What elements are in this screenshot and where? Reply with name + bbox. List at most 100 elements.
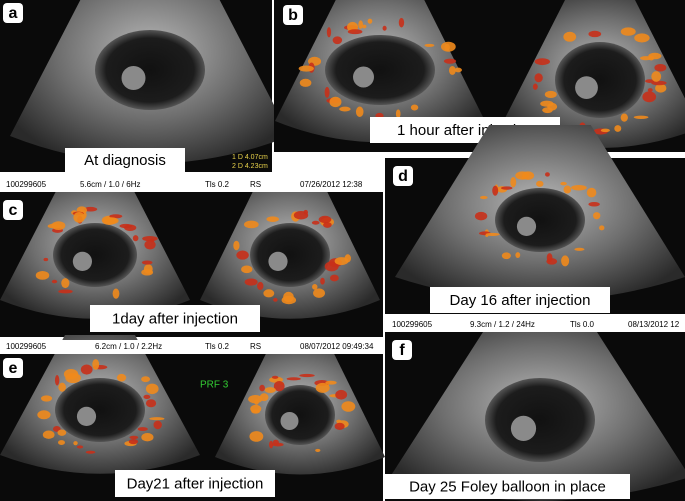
embryo xyxy=(121,66,146,90)
doppler-signal xyxy=(648,52,662,60)
doppler-signal xyxy=(52,425,61,432)
doppler-signal xyxy=(588,30,602,38)
doppler-signal xyxy=(547,102,558,111)
doppler-signal xyxy=(367,18,373,24)
doppler-signal xyxy=(141,260,153,265)
doppler-signal xyxy=(286,377,301,381)
doppler-signal xyxy=(264,387,276,393)
doppler-signal xyxy=(153,420,162,430)
doppler-signal xyxy=(254,398,259,405)
doppler-signal xyxy=(236,250,249,260)
doppler-signal xyxy=(266,216,279,222)
doppler-signal xyxy=(145,399,157,408)
doppler-signal xyxy=(324,86,330,98)
doppler-signal xyxy=(443,58,457,64)
doppler-signal xyxy=(273,381,285,392)
panel-letter: a xyxy=(9,5,18,22)
doppler-signal xyxy=(355,106,364,118)
doppler-signal xyxy=(312,284,318,290)
doppler-signal xyxy=(325,380,337,385)
doppler-signal xyxy=(532,83,538,90)
header-text: 100299605 xyxy=(6,180,47,189)
panel-letter-box xyxy=(283,5,303,25)
header-text: 100299605 xyxy=(392,320,433,329)
doppler-signal xyxy=(268,440,274,449)
doppler-signal xyxy=(85,450,96,454)
doppler-signal xyxy=(395,109,401,119)
doppler-signal xyxy=(655,83,667,93)
doppler-signal xyxy=(339,106,351,112)
overlay-text: 2 D 4.23cm xyxy=(232,163,268,170)
doppler-signal xyxy=(534,58,550,66)
doppler-signal xyxy=(501,252,511,260)
doppler-signal xyxy=(73,441,78,446)
header-text: 5.6cm / 1.0 / 6Hz xyxy=(80,180,140,189)
doppler-signal xyxy=(586,187,597,198)
panel-letter-box xyxy=(392,340,412,360)
doppler-signal xyxy=(500,186,513,190)
doppler-signal xyxy=(145,383,159,395)
doppler-signal xyxy=(574,247,585,251)
doppler-signal xyxy=(249,431,264,442)
header-text: 08/13/2012 12 xyxy=(628,320,680,329)
doppler-signal xyxy=(515,252,521,259)
doppler-signal xyxy=(293,211,309,220)
header-bar xyxy=(0,178,383,192)
doppler-signal xyxy=(334,422,345,431)
doppler-signal xyxy=(73,211,85,223)
doppler-signal xyxy=(250,404,262,413)
doppler-signal xyxy=(335,389,348,400)
doppler-signal xyxy=(311,220,320,225)
caption-box xyxy=(65,148,185,172)
overlay-text: 1 D 4.07cm xyxy=(232,154,268,161)
doppler-signal xyxy=(492,185,499,196)
doppler-signal xyxy=(51,279,58,284)
doppler-signal xyxy=(320,277,325,285)
doppler-signal xyxy=(600,128,610,133)
doppler-signal xyxy=(614,125,622,132)
panel: 100299605 5.6cm / 1.0 / 6Hz Tls 0.2 RS 07/26… xyxy=(0,178,383,337)
doppler-signal xyxy=(454,67,462,73)
doppler-signal xyxy=(58,289,73,294)
doppler-signal xyxy=(109,214,123,219)
doppler-signal xyxy=(119,223,133,229)
caption: 1day after injection xyxy=(112,310,238,327)
doppler-signal xyxy=(92,359,100,370)
gestational-sac xyxy=(55,378,145,442)
doppler-signal xyxy=(263,289,275,298)
doppler-signal xyxy=(315,382,330,393)
doppler-signal xyxy=(51,221,66,231)
doppler-signal xyxy=(561,255,570,267)
header-text: Tls 0.2 xyxy=(205,180,230,189)
panel-letter: d xyxy=(398,168,408,185)
embryo xyxy=(510,415,537,441)
panel-letter-box xyxy=(3,200,23,220)
doppler-signal xyxy=(424,43,435,47)
panel-letter-box xyxy=(393,166,413,186)
doppler-signal xyxy=(58,382,66,392)
gestational-sac xyxy=(250,223,330,287)
doppler-signal xyxy=(347,29,363,35)
header-text: RS xyxy=(250,180,261,189)
doppler-signal xyxy=(588,201,600,207)
panel: 1 D 4.07cm 2 D 4.23cm a At diagnosis xyxy=(0,0,290,172)
gestational-sac xyxy=(485,378,595,462)
doppler-signal xyxy=(329,274,339,282)
doppler-signal xyxy=(273,297,278,302)
caption-box xyxy=(430,287,610,313)
doppler-signal xyxy=(620,113,628,122)
doppler-signal xyxy=(651,80,667,86)
doppler-signal xyxy=(299,373,315,378)
doppler-signal xyxy=(563,185,572,194)
caption-box xyxy=(385,474,630,499)
doppler-signal xyxy=(37,410,51,420)
doppler-signal xyxy=(571,185,587,191)
gestational-sac xyxy=(95,30,205,110)
doppler-signal xyxy=(35,270,50,280)
embryo xyxy=(72,251,92,271)
doppler-signal xyxy=(633,115,649,119)
doppler-signal xyxy=(233,240,240,251)
doppler-signal xyxy=(142,236,158,242)
doppler-signal xyxy=(563,31,577,42)
